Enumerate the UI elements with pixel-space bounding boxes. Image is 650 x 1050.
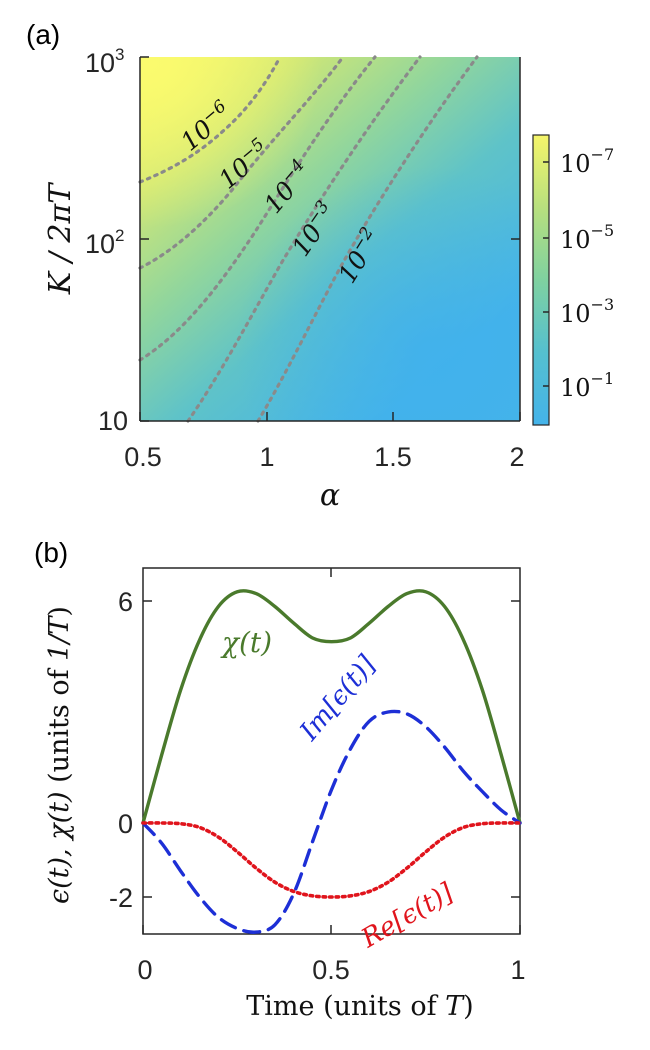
colorbar-label: 10−7	[560, 145, 614, 178]
panel-b-ticks	[142, 568, 521, 934]
panel-a-xtick-label: 0.5	[124, 442, 162, 472]
panel-a-ytick-label: 103	[85, 45, 125, 78]
series-line-dotted	[141, 821, 522, 899]
panel-b-xlabel: Time (units of T)	[246, 991, 473, 1022]
series-line-solid	[141, 589, 522, 825]
panel-a-ytick-label: 10	[98, 406, 128, 436]
contour-1e-5	[138, 55, 345, 270]
panel-b-series	[141, 589, 522, 934]
panel-b-ylabel: ϵ(t), χ(t) (units of 1/T)	[44, 606, 75, 904]
series-line-dashed	[141, 709, 522, 934]
panel-a-xtick-label: 1	[259, 442, 274, 472]
panel-b-ytick-label: 0	[118, 809, 133, 839]
contour-1e-4	[138, 55, 377, 362]
panel-a-xtick-label: 2	[509, 442, 524, 472]
colorbar-label: 10−5	[560, 221, 614, 254]
panel-b-ytick-label: 6	[118, 587, 133, 617]
panel-b-frame	[142, 567, 521, 935]
series-label-im: Im[ϵ(t)]	[294, 650, 383, 748]
contour-lines	[138, 55, 479, 423]
panel-a-tag: (a)	[26, 19, 60, 50]
panel-b-xtick-label: 0.5	[312, 955, 350, 985]
panel-b-tag: (b)	[34, 537, 68, 568]
colorbar-label: 10−1	[560, 369, 614, 402]
panel-b-tick-labels: 0 0.5 1 6 0 -2	[109, 587, 526, 985]
colorbar: 10−7 10−5 10−3 10−1	[532, 134, 614, 426]
panel-a-yticks: 103 102 10	[85, 45, 520, 436]
heatmap-blue-region	[140, 57, 520, 421]
contour-1e-6	[138, 55, 282, 184]
series-label-re: Re[ϵ(t)]	[356, 877, 460, 954]
contour-1e-2	[256, 55, 479, 423]
colorbar-gradient	[532, 134, 550, 426]
colorbar-label: 10−3	[560, 295, 614, 328]
panel-b-xtick-label: 0	[137, 955, 152, 985]
panel-b-ytick-label: -2	[109, 883, 133, 913]
series-label-chi: χ(t)	[220, 626, 272, 659]
panel-b-xtick-label: 1	[510, 955, 525, 985]
panel-a-ytick-label: 102	[85, 226, 125, 259]
panel-a-ylabel: K / 2πT	[43, 182, 78, 295]
panel-a-xtick-label: 1.5	[374, 442, 412, 472]
panel-a-xlabel: α	[320, 478, 340, 513]
contour-1e-3	[186, 55, 422, 423]
panel-a-xticks: 0.5 1 1.5 2	[124, 412, 525, 472]
heatmap	[140, 57, 520, 421]
